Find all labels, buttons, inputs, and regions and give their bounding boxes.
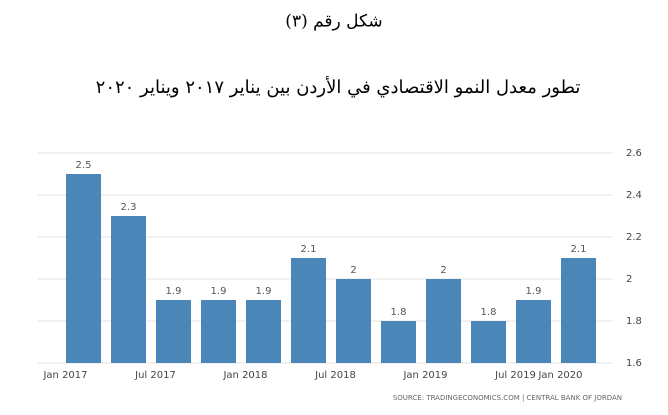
y-tick-label: 2.4 <box>626 190 642 201</box>
value-label: 2 <box>440 265 446 276</box>
value-label: 1.9 <box>256 286 272 297</box>
value-label: 2 <box>350 265 356 276</box>
x-tick-label: Jan 2017 <box>42 370 87 381</box>
y-tick-label: 1.6 <box>626 358 642 369</box>
value-label: 1.9 <box>526 286 542 297</box>
bar <box>201 300 236 363</box>
bar <box>66 174 101 363</box>
bar <box>291 258 326 363</box>
value-label: 2.1 <box>571 244 587 255</box>
bar <box>471 321 506 363</box>
value-label: 1.8 <box>391 307 407 318</box>
x-tick-label: Jul 2018 <box>314 370 356 381</box>
chart-subtitle: تطور معدل النمو الاقتصادي في الأردن بين … <box>96 75 581 98</box>
x-tick-label: Jan 2020 <box>537 370 582 381</box>
bar <box>516 300 551 363</box>
value-label: 1.9 <box>166 286 182 297</box>
y-tick-label: 1.8 <box>626 316 642 327</box>
x-tick-label: Jan 2019 <box>402 370 447 381</box>
bar <box>111 216 146 363</box>
bar <box>381 321 416 363</box>
value-label: 2.5 <box>76 160 92 171</box>
bar <box>156 300 191 363</box>
value-label: 2.1 <box>301 244 317 255</box>
y-tick-label: 2 <box>626 274 632 285</box>
x-tick-label: Jul 2019 <box>494 370 536 381</box>
y-tick-label: 2.6 <box>626 148 642 159</box>
bar <box>426 279 461 363</box>
value-label: 1.8 <box>481 307 497 318</box>
bar <box>246 300 281 363</box>
bar <box>336 279 371 363</box>
chart-title: شكل رقم (٣) <box>285 12 382 32</box>
value-label: 1.9 <box>211 286 227 297</box>
x-tick-label: Jan 2018 <box>222 370 267 381</box>
y-tick-label: 2.2 <box>626 232 642 243</box>
source: SOURCE: TRADINGECONOMICS.COM | CENTRAL B… <box>393 394 622 402</box>
value-label: 2.3 <box>121 202 137 213</box>
x-tick-label: Jul 2017 <box>134 370 176 381</box>
bar <box>561 258 596 363</box>
